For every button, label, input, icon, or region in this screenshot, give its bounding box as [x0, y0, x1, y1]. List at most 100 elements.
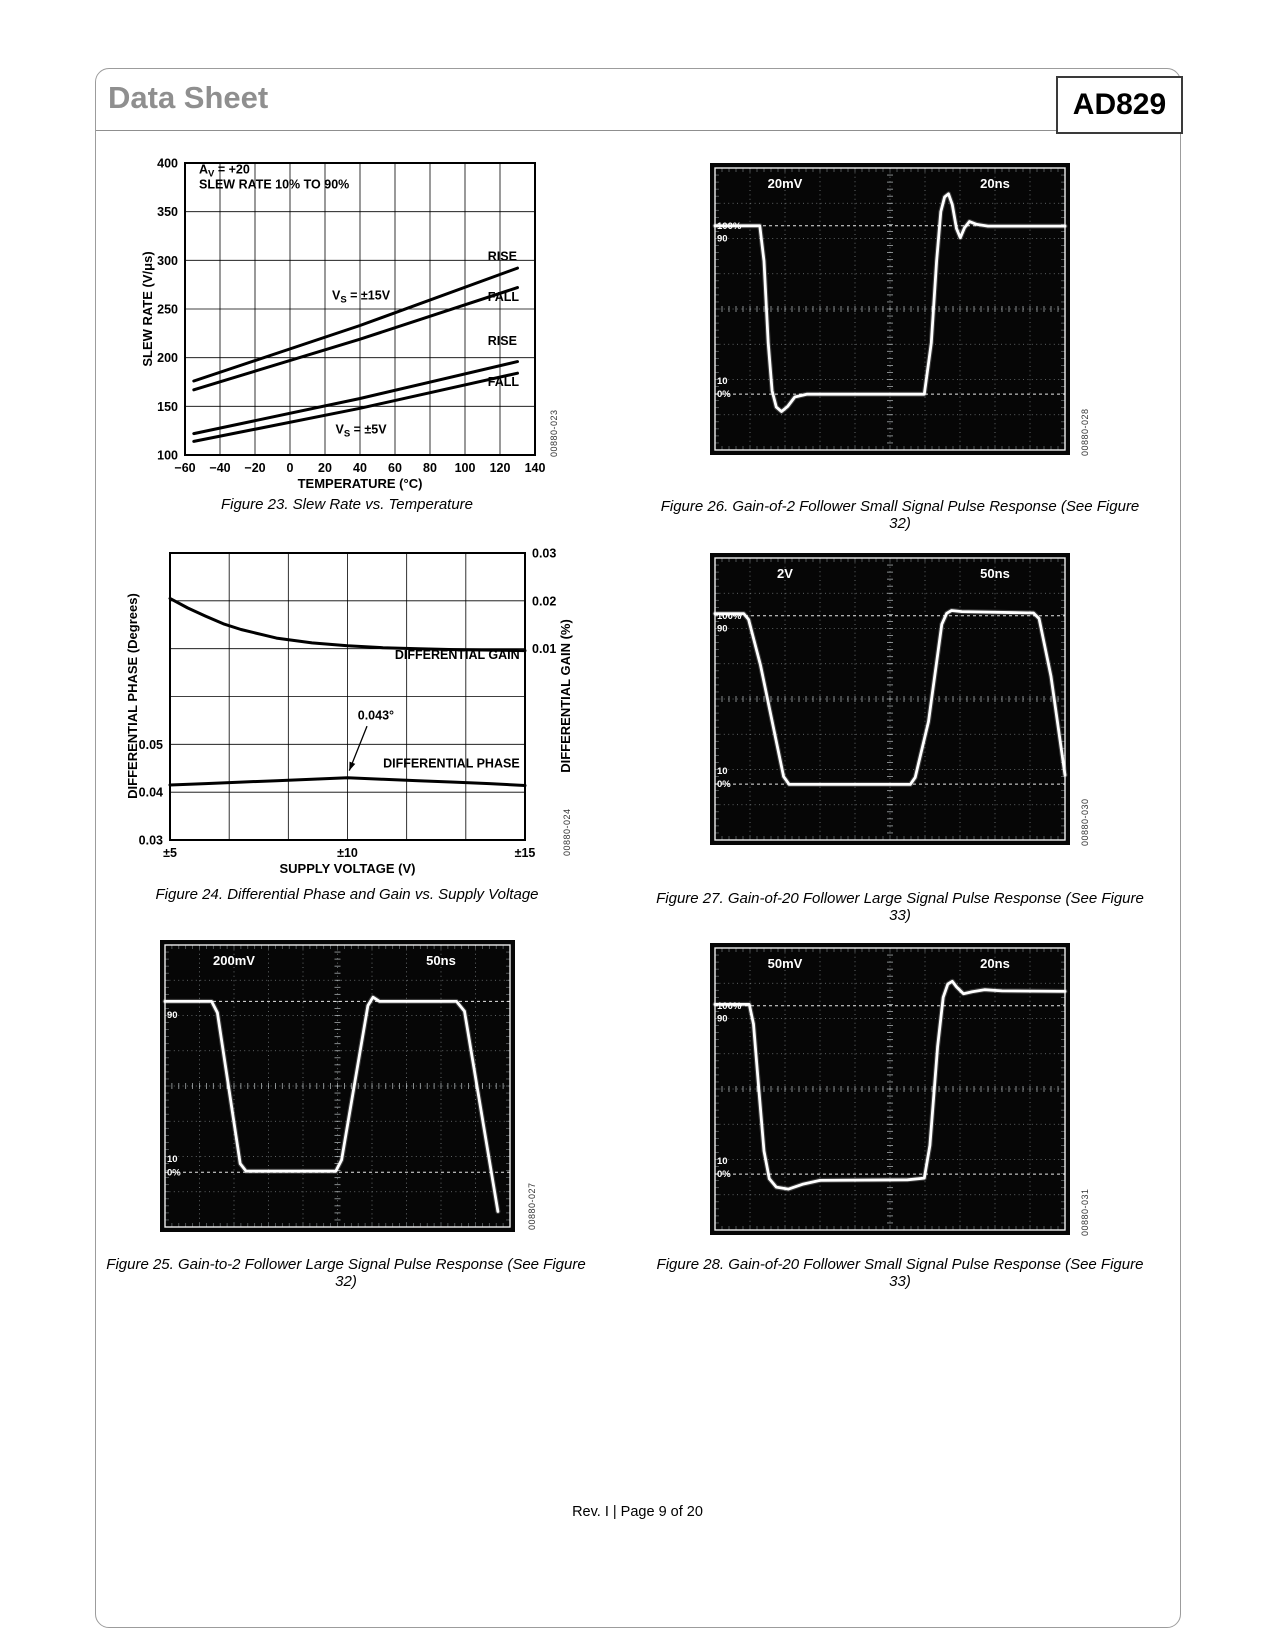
right-y-tick-label: 0.03	[532, 547, 556, 561]
x-axis-title: TEMPERATURE (°C)	[298, 476, 423, 491]
time-per-div-label: 50ns	[426, 953, 456, 968]
left-y-tick-label: 0.05	[139, 738, 163, 752]
scope-marker-label: 100%	[717, 611, 742, 622]
y-tick-label: 150	[157, 400, 178, 414]
scope-border	[714, 557, 1066, 841]
x-tick-label: ±5	[163, 846, 177, 860]
annotation-fall15-label: FALL	[488, 290, 520, 304]
fig23-side-code: 00880-023	[549, 409, 559, 457]
part-number-box: AD829	[1056, 76, 1183, 134]
scope-capture-gain-to-2-large-signal: 90 10 0% 200mV 50ns	[160, 940, 515, 1232]
x-tick-label: 140	[525, 461, 546, 475]
x-tick-label: 80	[423, 461, 437, 475]
y-tick-label: 250	[157, 303, 178, 317]
fig27-side-code: 00880-030	[1080, 798, 1090, 846]
y-tick-label: 350	[157, 205, 178, 219]
volts-per-div-label: 2V	[777, 566, 793, 581]
fig27-caption: Figure 27. Gain-of-20 Follower Large Sig…	[656, 890, 1144, 924]
x-tick-label: −40	[209, 461, 230, 475]
volts-per-div-label: 50mV	[768, 956, 803, 971]
fig24-side-code: 00880-024	[562, 808, 572, 856]
right-y-tick-label: 0.01	[532, 642, 556, 656]
y-tick-label: 100	[157, 449, 178, 463]
fig28-side-code: 00880-031	[1080, 1188, 1090, 1236]
fig23-y-axis-label: SLEW RATE (V/μs)	[140, 251, 155, 367]
scope-marker-label: 100%	[717, 1001, 742, 1012]
differential-phase-gain-chart: ±5 ±10 ±15 0.05 0.04 0.03 0.03 0.02 0.01 SUPPLY V…	[139, 547, 557, 877]
x-tick-label: 60	[388, 461, 402, 475]
volts-per-div-label: 20mV	[768, 176, 803, 191]
scope-trace	[163, 995, 500, 1213]
y-tick-label: 200	[157, 351, 178, 365]
x-tick-label: 100	[455, 461, 476, 475]
scope-border	[164, 944, 511, 1228]
annotation-slew-condition: SLEW RATE 10% TO 90%	[199, 177, 349, 191]
header-rule	[96, 130, 1179, 131]
scope-marker-label: 0%	[167, 1167, 181, 1178]
scope-marker-label: 10	[717, 766, 728, 777]
time-per-div-label: 20ns	[980, 176, 1010, 191]
x-tick-label: ±15	[515, 846, 536, 860]
y-tick-label: 300	[157, 254, 178, 268]
scope-border	[714, 947, 1066, 1231]
x-tick-label: −60	[174, 461, 195, 475]
fig26-side-code: 00880-028	[1080, 408, 1090, 456]
annotation-vs15-label: VS = ±15V	[332, 288, 391, 305]
scope-border	[714, 167, 1066, 451]
x-tick-label: ±10	[337, 846, 358, 860]
annotation-phase-peak: 0.043°	[358, 708, 394, 722]
left-y-tick-label: 0.03	[139, 834, 163, 848]
right-y-tick-label: 0.02	[532, 594, 556, 608]
y-tick-label: 400	[157, 157, 178, 171]
x-tick-label: 40	[353, 461, 367, 475]
series-vs15-rise	[192, 266, 519, 383]
doc-type-title: Data Sheet	[108, 80, 269, 115]
annotation-rise15-label: RISE	[488, 249, 517, 263]
x-tick-label: −20	[244, 461, 265, 475]
x-tick-label: 20	[318, 461, 332, 475]
scope-marker-label: 10	[717, 376, 728, 387]
fig23-caption: Figure 23. Slew Rate vs. Temperature	[220, 496, 474, 513]
scope-marker-label: 0%	[717, 1169, 731, 1180]
fig25-side-code: 00880-027	[527, 1182, 537, 1230]
fig24-right-axis-label: DIFFERENTIAL GAIN (%)	[558, 619, 573, 773]
scope-trace	[713, 609, 1067, 786]
page-footer: Rev. I | Page 9 of 20	[572, 1504, 703, 1520]
fig24-left-axis-label: DIFFERENTIAL PHASE (Degrees)	[125, 593, 140, 799]
scope-trace	[713, 192, 1067, 414]
annotation-vs5-label: VS = ±5V	[336, 423, 388, 440]
series-vs5-fall	[192, 371, 519, 443]
series-vs5-rise	[192, 360, 519, 436]
page-border	[95, 68, 1181, 1628]
x-tick-label: 120	[490, 461, 511, 475]
annotation-gain-condition: AV = +20	[199, 163, 250, 180]
x-axis-title: SUPPLY VOLTAGE (V)	[279, 861, 415, 876]
fig26-caption: Figure 26. Gain-of-2 Follower Small Sign…	[660, 498, 1140, 532]
time-per-div-label: 50ns	[980, 566, 1010, 581]
annotation-phase-label: DIFFERENTIAL PHASE	[383, 756, 520, 770]
part-number: AD829	[1072, 88, 1167, 121]
fig25-caption: Figure 25. Gain-to-2 Follower Large Sign…	[106, 1256, 586, 1290]
scope-marker-label: 0%	[717, 779, 731, 790]
annotation-arrowhead	[349, 761, 356, 771]
left-y-tick-label: 0.04	[139, 786, 163, 800]
scope-marker-label: 90	[717, 1014, 728, 1025]
scope-marker-label: 10	[167, 1154, 178, 1165]
series-differential-gain	[168, 596, 527, 653]
x-tick-label: 0	[287, 461, 294, 475]
annotation-gain-label: DIFFERENTIAL GAIN	[395, 648, 520, 662]
annotation-fall5-label: FALL	[488, 375, 520, 389]
scope-marker-label: 90	[167, 1010, 178, 1021]
plot-border	[169, 552, 526, 841]
annotation-rise5-label: RISE	[488, 334, 517, 348]
time-per-div-label: 20ns	[980, 956, 1010, 971]
volts-per-div-label: 200mV	[213, 953, 255, 968]
scope-marker-label: 90	[717, 624, 728, 635]
fig24-caption: Figure 24. Differential Phase and Gain v…	[155, 886, 539, 903]
series-vs15-fall	[192, 286, 519, 392]
scope-marker-label: 0%	[717, 389, 731, 400]
